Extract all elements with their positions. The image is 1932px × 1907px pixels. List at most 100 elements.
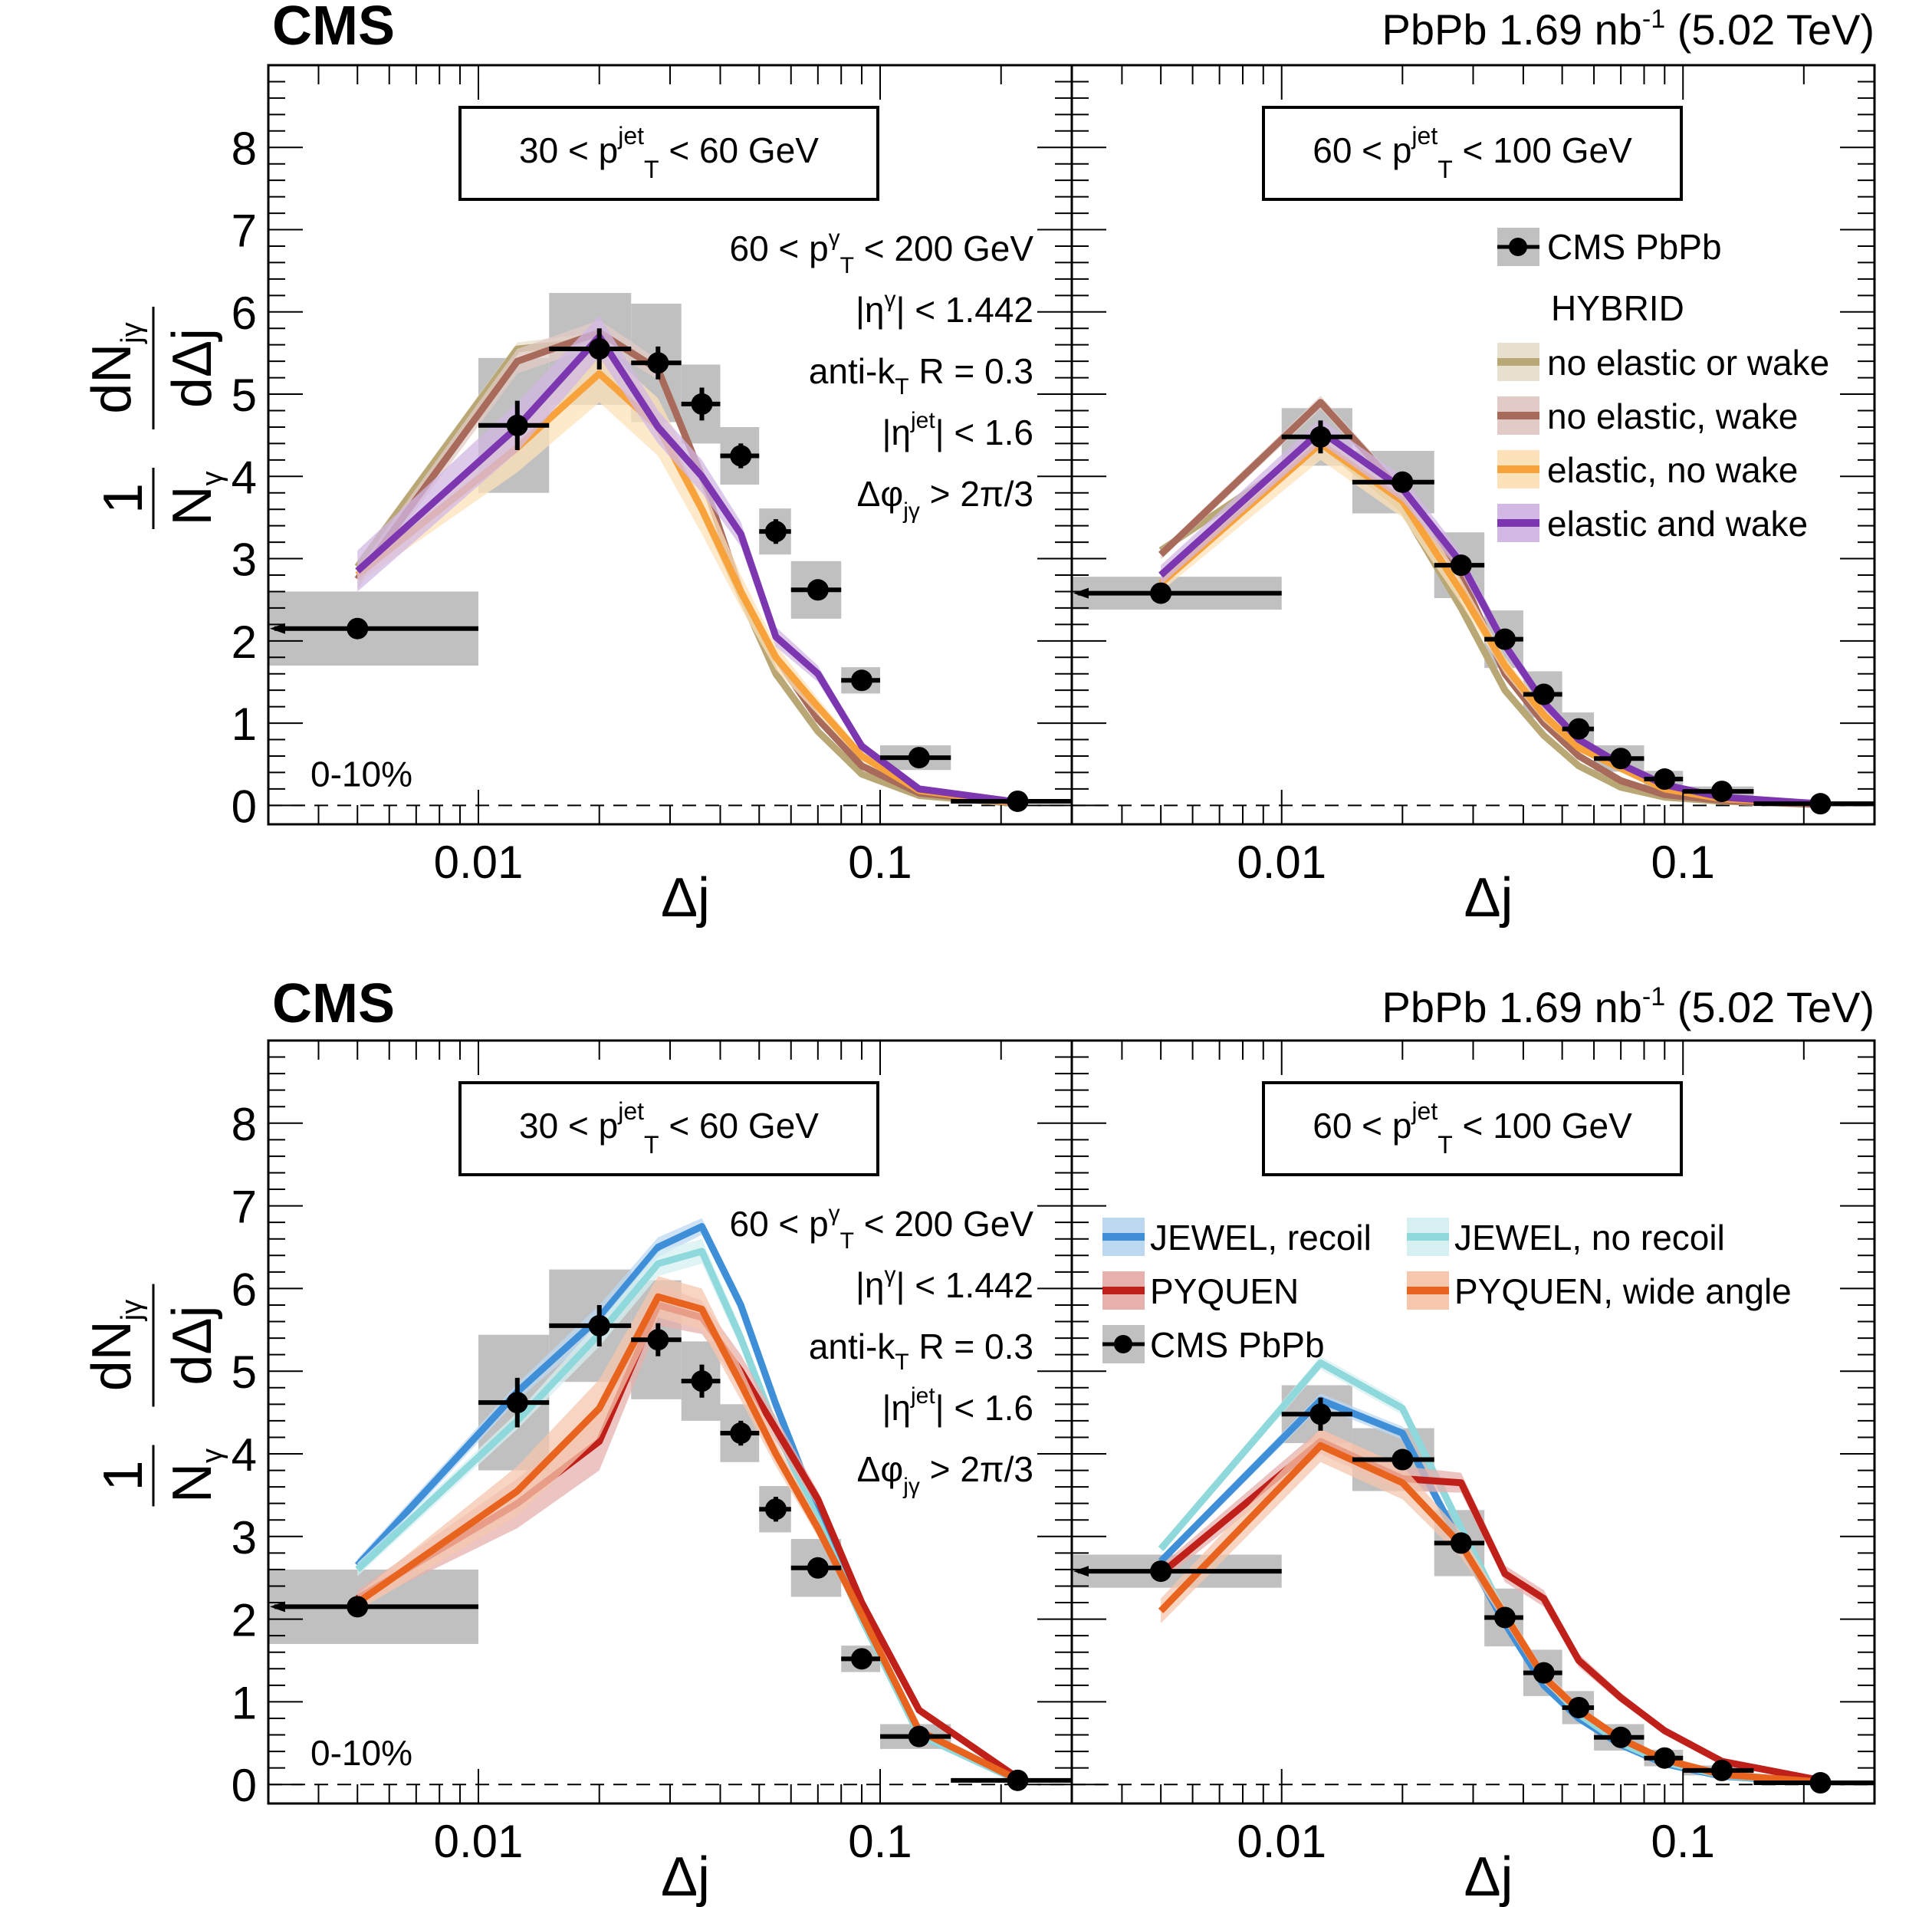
jet-pt-box	[458, 106, 879, 201]
data-point	[1809, 1772, 1832, 1794]
y-title-denominator-1: Nγ	[162, 1448, 228, 1503]
y-tick-label: 1	[232, 699, 257, 750]
jet-pt-label-part: < 60 GeV	[659, 130, 820, 170]
y-title-part: dN	[81, 1320, 143, 1391]
jet-pt-label-part: T	[1438, 156, 1453, 183]
selection-label-part: |η	[856, 290, 885, 330]
data-point	[1710, 781, 1733, 803]
data-point	[1654, 768, 1676, 791]
selection-label-part: T	[895, 374, 909, 399]
selection-label-part: | < 1.6	[935, 413, 1033, 452]
jet-pt-label-part: 30 < p	[519, 1106, 618, 1146]
selection-label: 60 < pγT < 200 GeV	[729, 225, 1033, 278]
y-tick-label: 4	[232, 1429, 257, 1481]
legend-swatch-line	[1407, 1233, 1449, 1241]
selection-label: |ηγ| < 1.442	[856, 287, 1033, 330]
centrality-label: 0-10%	[310, 1733, 412, 1773]
x-axis-title: Δj	[661, 867, 710, 929]
legend: CMS PbPb HYBRID no elastic or wake no elast…	[1497, 227, 1829, 544]
data-point	[908, 1725, 930, 1748]
y-tick-label: 8	[232, 1099, 257, 1150]
lumi-sup: -1	[1642, 5, 1665, 34]
selection-label-part: > 2π/3	[920, 1449, 1033, 1489]
data-point	[1309, 426, 1332, 448]
data-point	[588, 1314, 610, 1337]
legend-entry-label: PYQUEN	[1150, 1271, 1299, 1311]
selection-label: Δφjγ > 2π/3	[857, 1449, 1033, 1499]
x-tick-label: 0.01	[1237, 837, 1326, 888]
selection-label: |ηjet| < 1.6	[882, 1383, 1033, 1428]
data-point	[506, 414, 528, 436]
selection-label-part: anti-k	[809, 1327, 895, 1366]
y-tick-label: 1	[232, 1677, 257, 1728]
data-point	[764, 521, 787, 543]
jet-pt-label-part: < 100 GeV	[1453, 1106, 1632, 1146]
overflow-arrow-icon	[1073, 1566, 1089, 1577]
y-title-numerator-1: 1	[93, 483, 154, 514]
data-point	[691, 1370, 713, 1392]
legend-entry-label: JEWEL, recoil	[1150, 1218, 1372, 1258]
selection-label: 60 < pγT < 200 GeV	[729, 1201, 1033, 1254]
y-tick-label: 7	[232, 1182, 257, 1233]
data-point	[1610, 1726, 1632, 1748]
selection-label-part: T	[840, 253, 854, 278]
selection-label-part: |η	[856, 1265, 885, 1305]
y-title-sub: jγ	[116, 1300, 148, 1321]
x-axis-title: Δj	[1464, 1846, 1513, 1907]
legend: JEWEL, recoil JEWEL, no recoil PYQUEN PYQUE…	[1102, 1218, 1792, 1365]
y-title-numerator-1: 1	[93, 1460, 154, 1491]
x-axis-title: Δj	[661, 1846, 710, 1907]
legend-swatch-line	[1497, 465, 1539, 473]
jet-pt-label: 60 < pjetT < 100 GeV	[1313, 1097, 1632, 1159]
jet-pt-label-part: 30 < p	[519, 130, 618, 170]
legend-entry-label: elastic, no wake	[1547, 450, 1798, 490]
jet-pt-label-part: jet	[1411, 122, 1438, 150]
data-point	[851, 1648, 873, 1670]
jet-pt-label-part: jet	[617, 1097, 644, 1125]
jet-pt-box	[1262, 106, 1683, 201]
selection-label-part: Δφ	[857, 1449, 904, 1489]
y-tick-label: 4	[232, 452, 257, 503]
y-title-sub: γ	[196, 1448, 228, 1463]
x-tick-label: 0.1	[848, 1816, 912, 1867]
legend-swatch-line	[1497, 519, 1539, 527]
lumi-text: PbPb 1.69 nb	[1382, 983, 1641, 1031]
data-point	[1450, 1532, 1472, 1554]
jet-pt-label: 30 < pjetT < 60 GeV	[519, 122, 819, 183]
data-point	[506, 1392, 528, 1414]
model-line-pyquen-wide-angle	[355, 1293, 1020, 1783]
overflow-arrow-icon	[270, 623, 285, 634]
y-title-part: N	[162, 1463, 223, 1503]
centrality-label: 0-10%	[310, 754, 412, 794]
jet-pt-box	[1262, 1081, 1683, 1176]
lumi-sup: -1	[1642, 982, 1665, 1011]
x-axis-title: Δj	[1464, 867, 1513, 929]
selection-label-part: < 200 GeV	[854, 1204, 1033, 1244]
jet-pt-label-part: jet	[617, 122, 644, 150]
data-point	[1007, 790, 1029, 812]
y-title-sub: jγ	[116, 322, 148, 344]
energy-text: (5.02 TeV)	[1665, 5, 1875, 54]
selection-label-part: jγ	[902, 1474, 920, 1499]
selection-label-part: | < 1.442	[896, 1265, 1034, 1305]
data-point	[807, 579, 829, 601]
selection-label-part: 60 < p	[729, 229, 828, 268]
y-title-denominator-2: dΔj	[162, 328, 223, 408]
selection-label-part: < 200 GeV	[854, 229, 1033, 268]
selection-label-part: anti-k	[809, 351, 895, 391]
x-tick-label: 0.1	[1651, 1816, 1715, 1867]
data-point	[1450, 554, 1472, 577]
legend-swatch-line	[1497, 412, 1539, 419]
selection-label-part: Δφ	[857, 474, 904, 514]
energy-text: (5.02 TeV)	[1665, 983, 1875, 1031]
model-band-elastic-no-wake	[357, 344, 1018, 804]
jet-pt-label-part: 60 < p	[1313, 130, 1411, 170]
legend-entry-label: no elastic, wake	[1547, 396, 1798, 436]
legend-swatch-line	[1407, 1287, 1449, 1294]
legend-swatch-line	[1497, 358, 1539, 366]
selection-label-part: γ	[885, 1262, 896, 1287]
jet-pt-label-part: 60 < p	[1313, 1106, 1411, 1146]
